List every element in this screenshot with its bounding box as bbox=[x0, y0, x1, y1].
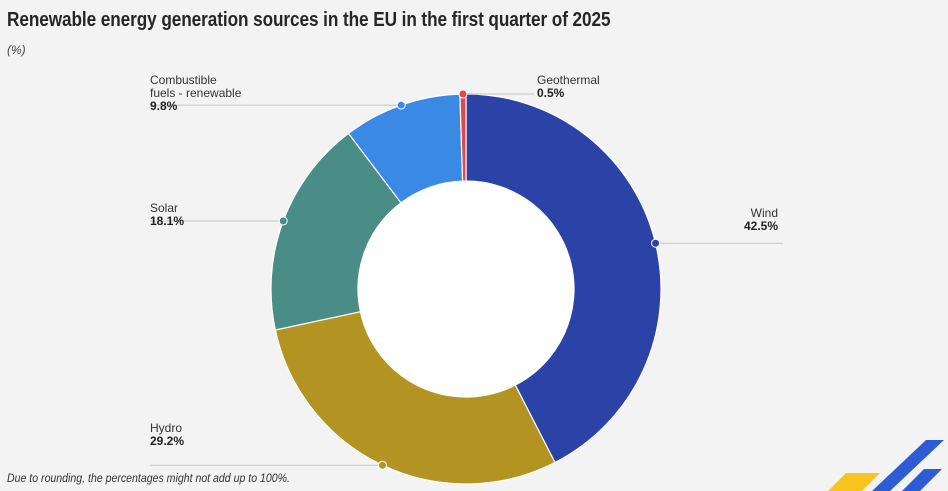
slice-hydro[interactable] bbox=[274, 310, 556, 485]
label-value-solar: 18.1% bbox=[150, 214, 184, 228]
marker-geothermal bbox=[458, 89, 468, 99]
label-name-combustible-fuels-renewable: fuels - renewable bbox=[150, 86, 242, 100]
marker-hydro bbox=[377, 460, 387, 470]
donut-hole bbox=[358, 181, 574, 397]
label-value-geothermal: 0.5% bbox=[537, 86, 565, 100]
label-name-geothermal: Geothermal bbox=[537, 73, 600, 87]
marker-solar bbox=[278, 216, 288, 226]
label-name-solar: Solar bbox=[150, 201, 178, 215]
eurostat-logo-icon bbox=[828, 440, 944, 491]
footnote: Due to rounding, the percentages might n… bbox=[7, 471, 290, 485]
unit-label: (%) bbox=[7, 43, 26, 57]
label-name-wind: Wind bbox=[751, 206, 778, 220]
marker-wind bbox=[651, 238, 661, 248]
label-name-hydro: Hydro bbox=[150, 421, 182, 435]
label-value-hydro: 29.2% bbox=[150, 434, 184, 448]
slices-group bbox=[270, 93, 662, 485]
leaders-group bbox=[150, 89, 783, 470]
marker-combustible-fuels-renewable bbox=[396, 100, 406, 110]
label-value-combustible-fuels-renewable: 9.8% bbox=[150, 99, 178, 113]
chart-title: Renewable energy generation sources in t… bbox=[7, 9, 611, 31]
label-value-wind: 42.5% bbox=[744, 219, 778, 233]
label-name-combustible-fuels-renewable: Combustible bbox=[150, 73, 217, 87]
